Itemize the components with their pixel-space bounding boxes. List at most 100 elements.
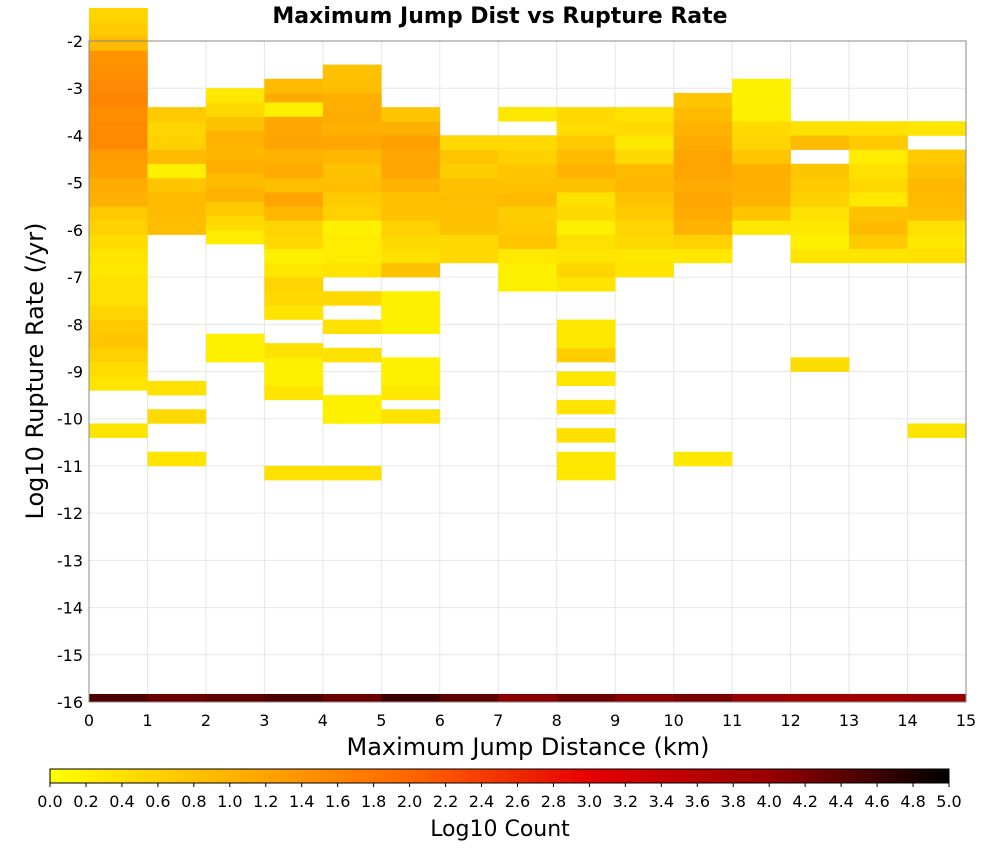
heatmap-cell xyxy=(790,220,850,235)
heatmap-cells xyxy=(89,7,967,702)
heatmap-cell xyxy=(556,220,616,235)
colorbar-tick-label: 4.6 xyxy=(864,792,889,811)
heatmap-cell xyxy=(615,206,674,221)
x-tick-label: 7 xyxy=(493,711,503,730)
heatmap-cell xyxy=(89,220,148,235)
y-tick-label: -15 xyxy=(57,646,83,665)
heatmap-cell xyxy=(556,107,616,122)
heatmap-cell-bottom xyxy=(732,693,791,702)
heatmap-cell xyxy=(498,248,558,264)
heatmap-cell xyxy=(89,234,148,250)
chart-title: Maximum Jump Dist vs Rupture Rate xyxy=(272,4,727,29)
heatmap-cell xyxy=(673,220,733,235)
y-tick-label: -14 xyxy=(57,599,83,618)
colorbar-tick-label: 2.6 xyxy=(505,792,530,811)
heatmap-cell xyxy=(322,78,382,94)
colorbar-tick-label: 1.8 xyxy=(361,792,386,811)
heatmap-cell xyxy=(849,121,908,136)
x-tick-label: 4 xyxy=(318,711,328,730)
heatmap-cell xyxy=(439,234,499,250)
heatmap-cell xyxy=(322,64,382,80)
heatmap-cell xyxy=(205,333,265,349)
heatmap-cell xyxy=(89,248,148,264)
heatmap-cell xyxy=(147,135,207,150)
heatmap-cell xyxy=(322,248,382,264)
heatmap-cell xyxy=(907,163,967,179)
heatmap-cell xyxy=(264,177,324,193)
heatmap-cell xyxy=(381,149,441,165)
heatmap-cell xyxy=(264,192,324,207)
heatmap-cell xyxy=(322,107,382,122)
heatmap-cell xyxy=(907,220,967,235)
y-tick-label: -4 xyxy=(67,126,83,145)
heatmap-cell xyxy=(205,102,265,117)
heatmap-cell xyxy=(147,206,207,221)
heatmap-cell xyxy=(89,78,148,94)
heatmap-cell xyxy=(498,135,558,150)
heatmap-cell xyxy=(732,163,791,179)
heatmap-cell xyxy=(89,163,148,179)
heatmap-cell xyxy=(147,409,207,424)
heatmap-cell xyxy=(147,220,207,235)
x-tick-label: 1 xyxy=(142,711,152,730)
heatmap-cell xyxy=(556,135,616,150)
heatmap-cell xyxy=(907,248,967,264)
colorbar-tick-label: 1.4 xyxy=(289,792,314,811)
heatmap-cell xyxy=(790,248,850,264)
heatmap-cell xyxy=(264,291,324,306)
heatmap-cell xyxy=(790,177,850,193)
heatmap-cell xyxy=(89,135,148,150)
heatmap-cell xyxy=(89,319,148,335)
heatmap-cell xyxy=(322,149,382,165)
colorbar-tick-label: 2.2 xyxy=(433,792,458,811)
heatmap-cell xyxy=(849,206,908,221)
heatmap-cell xyxy=(147,121,207,136)
heatmap-cell xyxy=(556,399,616,415)
heatmap-cell xyxy=(615,220,674,235)
heatmap-cell xyxy=(264,234,324,250)
heatmap-cell-bottom xyxy=(907,693,967,702)
colorbar-tick-label: 0.8 xyxy=(181,792,206,811)
heatmap-cell xyxy=(89,333,148,349)
colorbar-tick-label: 2.0 xyxy=(397,792,422,811)
heatmap-cell xyxy=(381,248,441,264)
heatmap-cell xyxy=(381,234,441,250)
heatmap-cell xyxy=(89,149,148,165)
heatmap-cell xyxy=(556,428,616,443)
heatmap-cell xyxy=(381,319,441,335)
heatmap-cell xyxy=(264,248,324,264)
heatmap-cell xyxy=(907,206,967,221)
heatmap-cell xyxy=(732,121,791,136)
heatmap-cell xyxy=(439,163,499,179)
heatmap-cell-bottom xyxy=(673,693,733,702)
colorbar-tick-label: 3.0 xyxy=(577,792,602,811)
colorbar xyxy=(49,768,950,784)
x-tick-label: 6 xyxy=(435,711,445,730)
colorbar-tick-label: 1.6 xyxy=(325,792,350,811)
heatmap-cell xyxy=(264,262,324,278)
y-tick-label: -8 xyxy=(67,315,83,334)
heatmap-cell xyxy=(147,451,207,467)
heatmap-cell-bottom xyxy=(381,693,441,702)
heatmap-cell xyxy=(381,371,441,386)
heatmap-cell xyxy=(439,220,499,235)
heatmap-cell xyxy=(439,192,499,207)
heatmap-cell xyxy=(673,121,733,136)
heatmap-cell xyxy=(381,385,441,401)
heatmap-cell xyxy=(556,121,616,136)
y-tick-label: -6 xyxy=(67,221,83,240)
heatmap-cell xyxy=(673,177,733,193)
heatmap-cell xyxy=(673,451,733,467)
heatmap-cell xyxy=(264,163,324,179)
heatmap-cell xyxy=(556,234,616,250)
x-tick-label: 2 xyxy=(201,711,211,730)
heatmap-cell xyxy=(556,333,616,349)
heatmap-cell xyxy=(673,107,733,122)
heatmap-cell xyxy=(907,149,967,165)
heatmap-cell xyxy=(556,206,616,221)
y-tick-label: -16 xyxy=(57,693,83,712)
heatmap-cell xyxy=(673,163,733,179)
heatmap-cell xyxy=(556,149,616,165)
heatmap-cell xyxy=(732,149,791,165)
heatmap-cell xyxy=(322,177,382,193)
